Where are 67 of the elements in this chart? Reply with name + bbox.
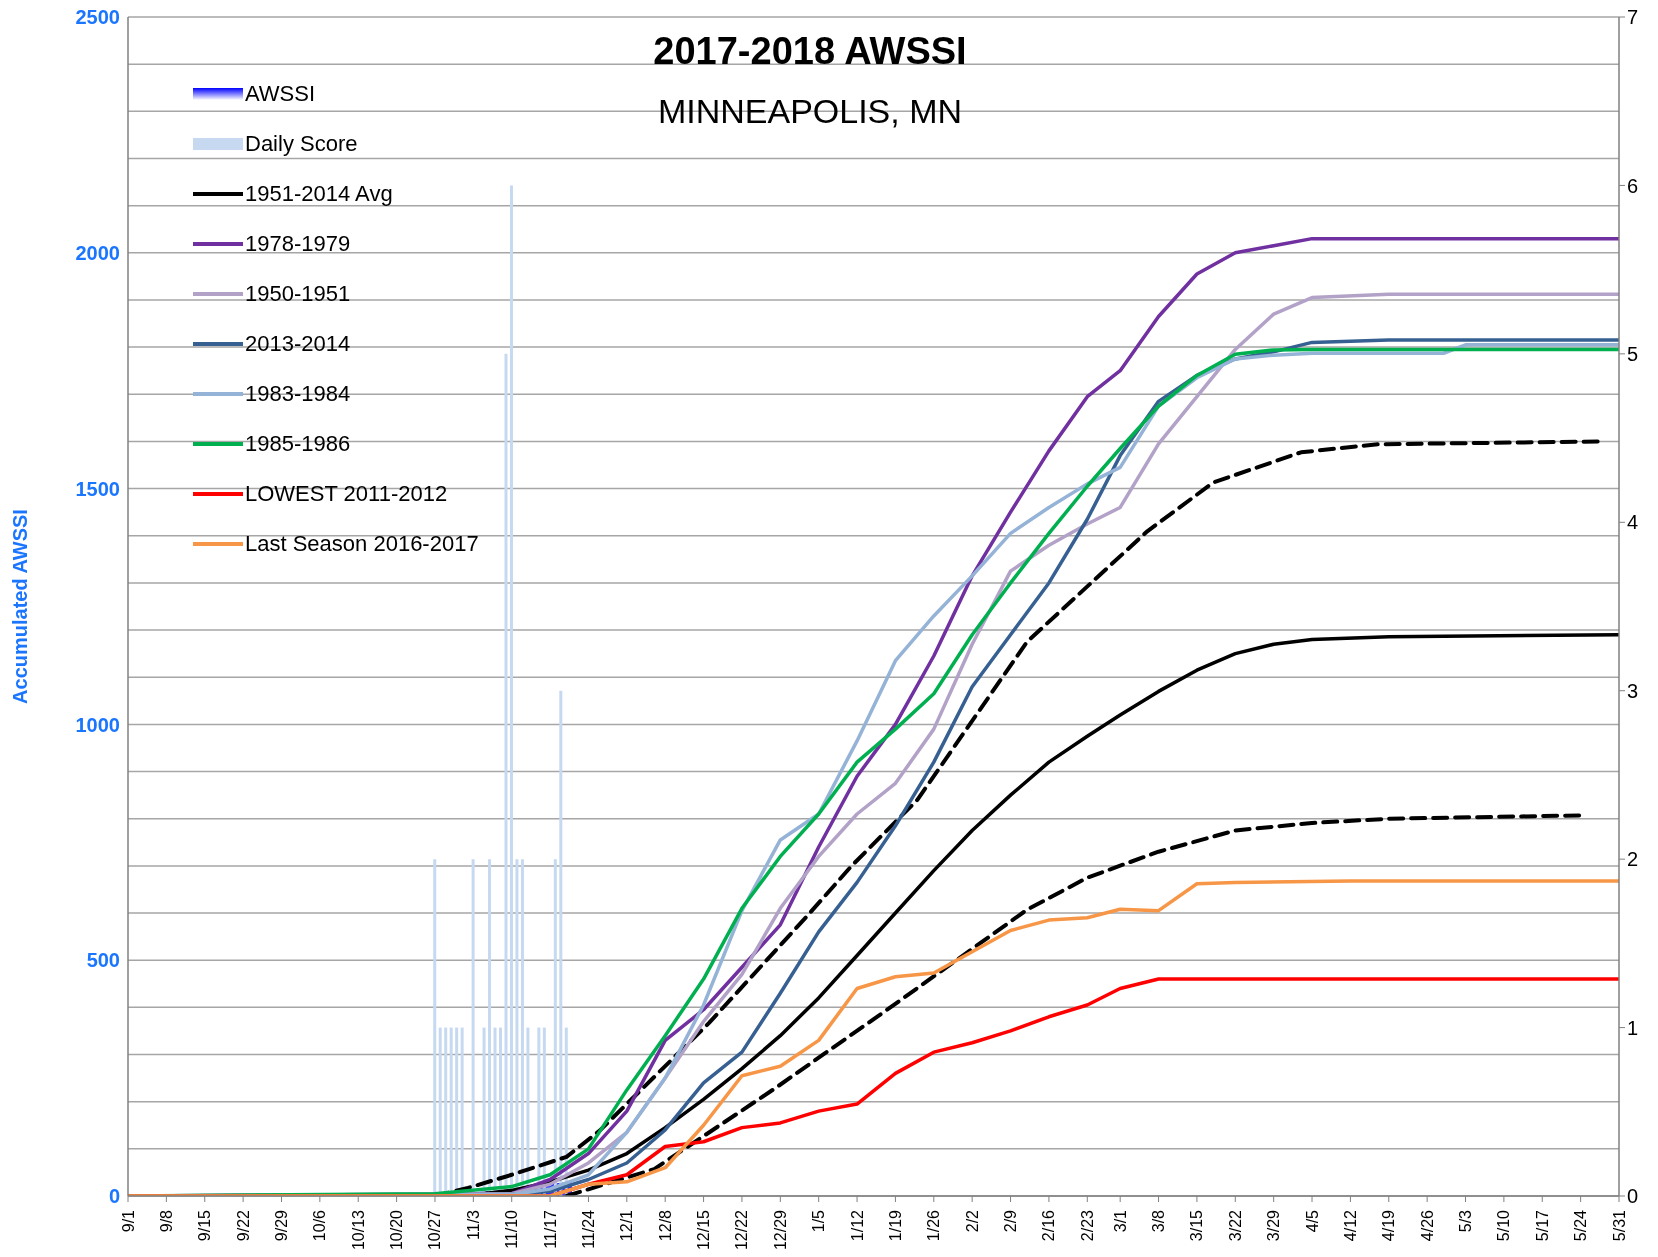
y-tick-label: 2500 [75,6,120,29]
y-tick-label: 1500 [75,477,120,500]
x-tick-label: 11/24 [579,1209,597,1249]
x-tick-label: 9/15 [196,1209,214,1242]
x-tick-label: 11/3 [464,1209,482,1240]
legend-label: Daily Score [245,131,358,157]
x-tick-label: 12/8 [656,1209,674,1242]
x-tick-label: 4/12 [1341,1209,1359,1242]
x-tick-label: 5/17 [1533,1209,1551,1242]
x-tick-label: 5/10 [1495,1209,1513,1242]
x-tick-label: 2/23 [1078,1209,1096,1242]
text: MINNEAPOLIS, MN [656,92,964,131]
x-tick-label: 10/27 [426,1209,444,1251]
x-tick-label: 3/22 [1226,1209,1244,1242]
legend-label: 1983-1984 [245,381,351,407]
x-tick-label: 5/31 [1610,1209,1628,1242]
legend-label: Last Season 2016-2017 [245,531,479,557]
x-tick-label: 1/5 [810,1209,828,1233]
x-tick-label: 12/22 [733,1209,751,1251]
legend-label: 1978-1979 [245,231,351,257]
x-tick-label: 12/29 [771,1209,789,1251]
x-tick-label: 5/3 [1457,1209,1475,1233]
y2-tick-label: 7 [1627,6,1639,29]
x-tick-label: 2/2 [963,1209,981,1233]
legend-label: 1951-2014 Avg [245,181,393,207]
x-tick-label: 3/1 [1111,1209,1129,1233]
x-tick-label: 5/24 [1572,1209,1590,1242]
legend-label: 1950-1951 [245,281,351,307]
x-tick-label: 2/9 [1002,1209,1020,1233]
chart-title: 2017-2018 AWSSI [652,30,968,73]
x-tick-label: 3/15 [1188,1209,1206,1242]
x-tick-label: 3/29 [1265,1209,1283,1242]
y-axis-title: Accumulated AWSSI [9,509,32,704]
x-tick-label: 1/12 [848,1209,866,1242]
legend-label: AWSSI [245,81,316,107]
y2-tick-label: 2 [1627,848,1639,871]
y2-tick-label: 5 [1627,342,1639,365]
x-tick-label: 4/26 [1418,1209,1436,1242]
y2-tick-label: 1 [1627,1016,1639,1039]
x-tick-label: 10/6 [311,1209,329,1242]
x-tick-label: 12/15 [695,1209,713,1251]
y-tick-label: 500 [86,949,120,972]
x-tick-label: 9/1 [119,1209,137,1233]
x-tick-label: 12/1 [618,1209,636,1242]
x-tick-label: 11/10 [503,1209,521,1249]
x-tick-label: 10/13 [349,1209,367,1251]
x-tick-label: 9/29 [272,1209,290,1242]
y2-tick-label: 0 [1627,1185,1639,1208]
x-tick-label: 10/20 [388,1209,406,1251]
y-tick-label: 0 [108,1185,120,1208]
legend-label: 1985-1986 [245,431,351,457]
x-tick-label: 9/8 [157,1209,175,1233]
x-tick-label: 3/8 [1150,1209,1168,1233]
x-tick-label: 4/19 [1380,1209,1398,1242]
legend-label: 2013-2014 [245,331,351,357]
y-tick-label: 2000 [75,241,120,264]
x-tick-label: 2/16 [1040,1209,1058,1242]
y2-tick-label: 4 [1627,511,1639,534]
x-tick-label: 11/17 [541,1209,559,1249]
x-tick-label: 4/5 [1303,1209,1321,1233]
y-tick-label: 1000 [75,713,120,736]
x-tick-label: 9/22 [234,1209,252,1242]
y2-tick-label: 3 [1627,679,1639,702]
x-tick-label: 1/26 [925,1209,943,1242]
x-tick-label: 1/19 [886,1209,904,1242]
legend-label: LOWEST 2011-2012 [245,481,448,507]
y2-tick-label: 6 [1627,174,1639,197]
